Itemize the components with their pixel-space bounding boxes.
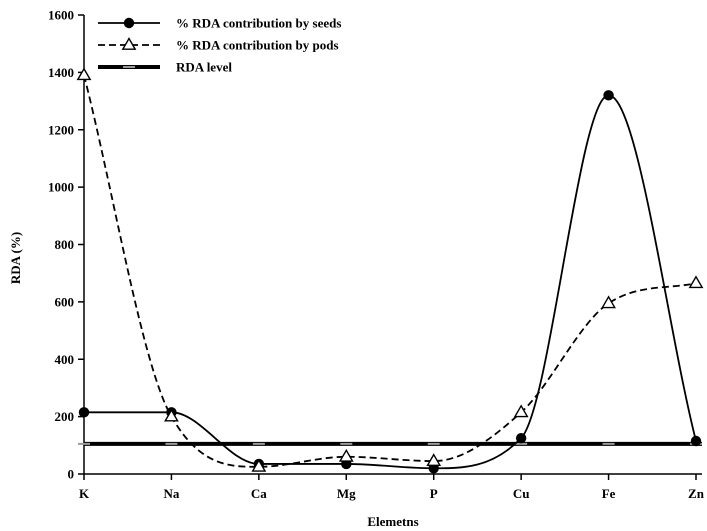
x-tick-label: Ca [251,486,267,501]
legend-label: RDA level [176,60,232,75]
x-ticks: K Na Ca Mg P Cu Fe Zn [79,474,705,501]
y-tick-label: 400 [55,352,75,367]
pods-point [688,275,704,289]
legend-seeds-marker [123,17,135,29]
pods-point [251,458,267,472]
series-pods-line [83,75,697,468]
x-tick-label: Fe [602,486,616,501]
x-tick-label: P [430,486,438,501]
y-tick-label: 200 [55,409,75,424]
plot-area [76,67,704,474]
pods-point [76,67,92,81]
y-ticks: 0 200 400 600 800 1000 1200 1400 1600 [48,8,84,482]
x-tick-label: K [79,486,90,501]
y-tick-label: 0 [68,467,75,482]
y-tick-label: 1600 [48,8,74,23]
legend-label: % RDA contribution by seeds [176,16,341,31]
series-seeds-line [84,94,697,470]
seeds-point [515,432,527,444]
legend: % RDA contribution by seeds % RDA contrib… [98,16,341,75]
y-tick-label: 1400 [48,65,74,80]
x-tick-label: Cu [513,486,530,501]
pods-point [164,408,179,422]
y-tick-label: 1000 [48,180,74,195]
pods-point [426,453,442,467]
x-tick-label: Mg [337,486,356,501]
x-axis-title: Elemetns [367,514,418,529]
y-tick-label: 600 [55,294,75,309]
seeds-point [603,90,614,101]
seeds-point [690,435,702,447]
axes: 0 200 400 600 800 1000 1200 1400 1600 K Na Ca Mg P Cu… [8,8,705,530]
seeds-point [78,407,90,418]
y-tick-label: 1200 [48,122,74,137]
pods-point [601,295,616,309]
legend-pods-marker [121,37,137,50]
pods-point [513,404,529,418]
y-axis-title: RDA (%) [8,232,23,284]
legend-label: % RDA contribution by pods [176,38,339,53]
x-tick-label: Zn [688,486,705,501]
pods-point [338,448,354,462]
y-tick-label: 800 [55,237,75,252]
x-tick-label: Na [163,486,179,501]
